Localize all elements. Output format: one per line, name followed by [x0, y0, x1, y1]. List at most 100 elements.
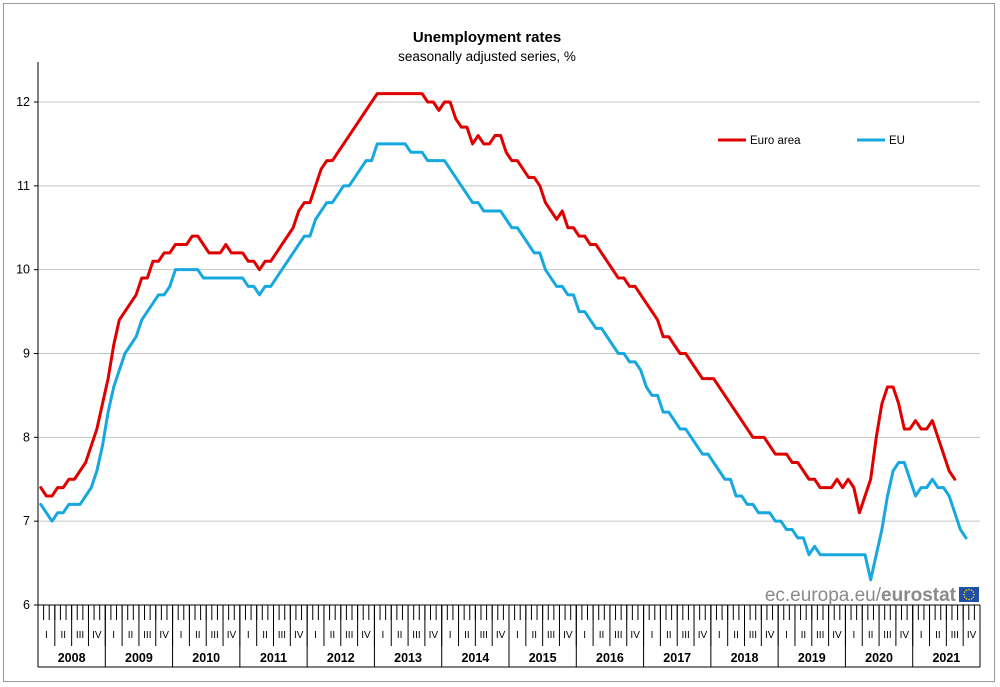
flag-star: [965, 598, 968, 600]
x-quarter-label: I: [516, 630, 519, 641]
y-tick-label-8: 8: [23, 430, 30, 444]
x-quarter-label: IV: [698, 630, 708, 641]
x-quarter-label: IV: [967, 630, 977, 641]
chart-title: Unemployment rates: [413, 29, 561, 46]
x-quarter-label: II: [733, 630, 739, 641]
brand-text: ec.europa.eu/eurostat: [765, 585, 957, 606]
chart-frame: [3, 3, 995, 682]
flag-star: [963, 591, 966, 593]
gridlines: [38, 101, 980, 522]
x-year-label-2018: 2018: [731, 651, 759, 665]
x-year-label-2017: 2017: [663, 651, 691, 665]
flag-star: [963, 593, 965, 596]
x-quarter-label: I: [247, 630, 250, 641]
y-tick-label-11: 11: [17, 179, 30, 193]
x-quarter-label: I: [449, 630, 452, 641]
x-year-label-2014: 2014: [461, 651, 489, 665]
x-year-label-2021: 2021: [932, 651, 960, 665]
series-line-eu: [39, 142, 968, 582]
flag-star: [972, 596, 975, 598]
x-quarter-label: III: [278, 630, 286, 641]
x-quarter-label: II: [531, 630, 537, 641]
x-axis: I II III IV I II III IV I II III IV I II III IV I II III IV…: [37, 604, 981, 668]
legend-label-euro-area: Euro area: [750, 135, 801, 147]
x-quarter-label: II: [666, 630, 672, 641]
x-quarter-label: I: [785, 630, 788, 641]
y-tick-label-9: 9: [23, 347, 30, 361]
flag-star: [970, 589, 973, 591]
x-quarter-label: I: [112, 630, 115, 641]
x-quarter-label: III: [951, 630, 959, 641]
x-quarter-label: I: [718, 630, 721, 641]
chart-subtitle: seasonally adjusted series, %: [398, 49, 576, 64]
x-quarter-label: IV: [832, 630, 842, 641]
x-quarter-label: IV: [765, 630, 775, 641]
x-quarter-label: III: [681, 630, 689, 641]
flag-star: [968, 588, 970, 591]
x-quarter-label: III: [143, 630, 151, 641]
x-quarter-label: I: [314, 630, 317, 641]
x-quarter-label: I: [45, 630, 48, 641]
x-quarter-label: III: [816, 630, 824, 641]
legend-label-eu: EU: [889, 135, 905, 147]
x-quarter-label: IV: [294, 630, 304, 641]
y-tick-label-6: 6: [23, 598, 30, 612]
x-quarter-label: II: [195, 630, 201, 641]
flag-star: [973, 593, 975, 596]
x-quarter-label: II: [128, 630, 134, 641]
flag-star: [965, 589, 968, 591]
x-quarter-label: IV: [429, 630, 439, 641]
x-year-label-2011: 2011: [260, 651, 287, 665]
x-quarter-label: II: [868, 630, 874, 641]
x-quarter-label: II: [935, 630, 941, 641]
x-quarter-label: I: [381, 630, 384, 641]
flag-star: [972, 591, 975, 593]
x-quarter-label: I: [651, 630, 654, 641]
x-year-label-2020: 2020: [865, 651, 893, 665]
y-tick-label-12: 12: [16, 95, 30, 109]
series-line-euro-area: [39, 92, 957, 515]
x-quarter-label: II: [464, 630, 470, 641]
x-quarter-label: IV: [227, 630, 237, 641]
flag-star: [968, 598, 970, 601]
x-quarter-label: II: [801, 630, 807, 641]
eu-flag-icon: [959, 587, 979, 602]
x-quarter-label: III: [547, 630, 555, 641]
x-year-label-2013: 2013: [394, 651, 422, 665]
x-quarter-label: III: [412, 630, 420, 641]
x-quarter-label: III: [480, 630, 488, 641]
x-quarter-label: I: [180, 630, 183, 641]
x-quarter-label: II: [599, 630, 605, 641]
x-year-label-2019: 2019: [798, 651, 826, 665]
eurostat-branding: ec.europa.eu/eurostat: [765, 585, 979, 606]
x-quarter-label: I: [583, 630, 586, 641]
flag-star: [970, 598, 973, 600]
x-quarter-label: IV: [361, 630, 371, 641]
x-quarter-label: IV: [563, 630, 573, 641]
x-quarter-label: III: [749, 630, 757, 641]
x-quarter-label: I: [920, 630, 923, 641]
x-quarter-label: II: [397, 630, 403, 641]
x-year-label-2016: 2016: [596, 651, 624, 665]
x-year-label-2010: 2010: [192, 651, 220, 665]
x-quarter-label: III: [614, 630, 622, 641]
x-year-label-2008: 2008: [58, 651, 86, 665]
x-quarter-label: III: [345, 630, 353, 641]
x-year-label-2009: 2009: [125, 651, 153, 665]
x-quarter-label: III: [76, 630, 84, 641]
x-quarter-label: IV: [900, 630, 910, 641]
x-year-label-2012: 2012: [327, 651, 355, 665]
x-quarter-label: IV: [159, 630, 169, 641]
legend: Euro area EU: [718, 135, 905, 147]
x-quarter-label: IV: [92, 630, 102, 641]
x-quarter-label: II: [60, 630, 66, 641]
x-year-label-2015: 2015: [529, 651, 557, 665]
x-quarter-label: IV: [630, 630, 640, 641]
x-quarter-label: II: [262, 630, 268, 641]
y-tick-label-7: 7: [23, 514, 30, 528]
series-lines: [39, 92, 968, 582]
x-quarter-label: II: [330, 630, 336, 641]
x-quarter-label: III: [210, 630, 218, 641]
y-tick-label-10: 10: [16, 263, 30, 277]
